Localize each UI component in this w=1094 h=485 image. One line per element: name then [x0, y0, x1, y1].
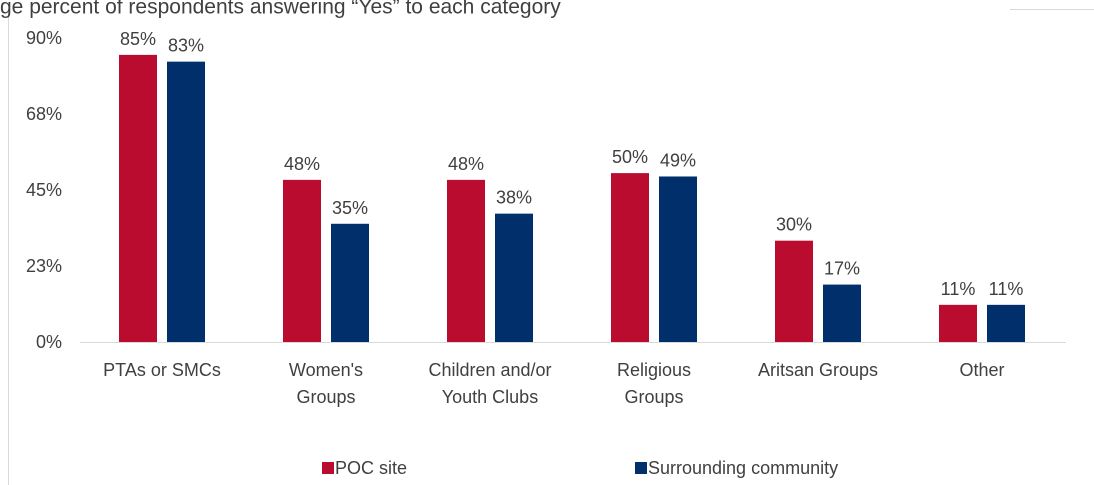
bar-surrounding-community: [987, 304, 1025, 342]
data-label: 17%: [824, 259, 860, 279]
data-label: 49%: [660, 150, 696, 170]
bar-surrounding-community: [659, 176, 697, 342]
bar-poc-site: [447, 179, 485, 342]
legend-label: POC site: [335, 458, 407, 478]
data-label: 50%: [612, 147, 648, 167]
bar-surrounding-community: [167, 61, 205, 343]
data-label: 35%: [332, 198, 368, 218]
data-label: 83%: [168, 36, 204, 56]
data-label: 48%: [448, 154, 484, 174]
bar-poc-site: [939, 304, 977, 342]
legend-label: Surrounding community: [648, 458, 838, 478]
bar-poc-site: [283, 179, 321, 342]
bar-surrounding-community: [823, 284, 861, 342]
legend: POC site Surrounding community: [322, 458, 838, 478]
x-tick-label: Aritsan Groups: [758, 360, 878, 380]
chart-title: ge percent of respondents answering “Yes…: [0, 0, 561, 18]
x-tick-label: Groups: [296, 387, 355, 407]
bar-surrounding-community: [331, 223, 369, 342]
x-tick-label: Religious: [617, 360, 691, 380]
y-tick-label: 68%: [26, 104, 62, 124]
bars: [119, 54, 1025, 343]
legend-swatch: [635, 462, 647, 474]
data-label: 48%: [284, 154, 320, 174]
x-tick-label: Children and/or: [428, 360, 551, 380]
x-axis: PTAs or SMCs Women's Groups Children and/or…: [103, 360, 1004, 407]
data-label: 11%: [941, 279, 976, 299]
bar-surrounding-community: [495, 213, 533, 342]
y-tick-label: 45%: [26, 180, 62, 200]
x-tick-label: Youth Clubs: [442, 387, 538, 407]
data-label: 85%: [120, 29, 156, 49]
y-axis: 0% 23% 45% 68% 90%: [26, 28, 62, 352]
bar-poc-site: [611, 173, 649, 342]
bar-poc-site: [775, 240, 813, 342]
bar-poc-site: [119, 54, 157, 343]
legend-swatch: [322, 462, 334, 474]
data-label: 30%: [776, 215, 812, 235]
y-tick-label: 0%: [36, 332, 62, 352]
x-tick-label: Groups: [624, 387, 683, 407]
y-tick-label: 23%: [26, 256, 62, 276]
data-label: 38%: [496, 188, 532, 208]
x-tick-label: PTAs or SMCs: [103, 360, 221, 380]
data-label: 11%: [989, 279, 1024, 299]
x-tick-label: Women's: [289, 360, 363, 380]
x-tick-label: Other: [959, 360, 1004, 380]
y-tick-label: 90%: [26, 28, 62, 48]
value-labels: 85% 83% 48% 35% 48% 38% 50% 49% 30% 17% 11% 11%: [120, 29, 1023, 299]
